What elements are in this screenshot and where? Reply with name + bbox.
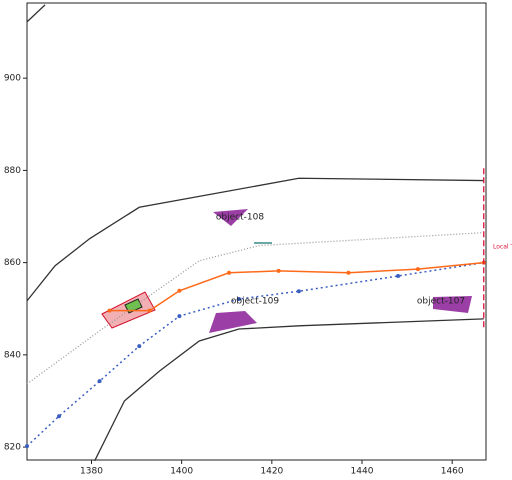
annotation: Local T [493, 244, 512, 251]
series-point [296, 289, 301, 294]
plot-frame [26, 2, 487, 461]
series-point [276, 268, 281, 273]
series-point [177, 314, 182, 319]
y-tick-label: 860 [4, 258, 21, 268]
series-line [94, 318, 484, 462]
series-point [57, 414, 62, 419]
series-line [26, 4, 46, 23]
annotation: object-109 [231, 297, 279, 307]
series-point [177, 288, 182, 293]
object-shape [433, 296, 472, 313]
annotation: object-108 [216, 213, 264, 223]
series-point [415, 267, 420, 272]
series-point [137, 344, 142, 349]
series-line [26, 261, 484, 447]
object-shape [213, 209, 248, 226]
x-tick-label: 1460 [441, 467, 464, 477]
y-tick-label: 820 [4, 443, 21, 453]
y-tick-label: 840 [4, 350, 21, 360]
series-point [97, 379, 102, 384]
series-point [25, 444, 29, 449]
annotation: object-107 [417, 297, 465, 307]
series-point [346, 270, 351, 275]
x-tick-label: 1380 [80, 467, 103, 477]
series-point [236, 297, 241, 302]
y-tick-label: 880 [4, 166, 21, 176]
series-line [109, 261, 484, 312]
series-line [26, 232, 484, 385]
series-point [396, 274, 401, 279]
series-point [147, 308, 152, 313]
series-line [26, 177, 484, 302]
series-point [107, 308, 112, 313]
x-tick-label: 1420 [260, 467, 283, 477]
object-shape [209, 311, 257, 333]
series-point [226, 270, 231, 275]
y-tick-label: 900 [4, 74, 21, 84]
x-tick-label: 1400 [170, 467, 193, 477]
x-tick-label: 1440 [351, 467, 374, 477]
